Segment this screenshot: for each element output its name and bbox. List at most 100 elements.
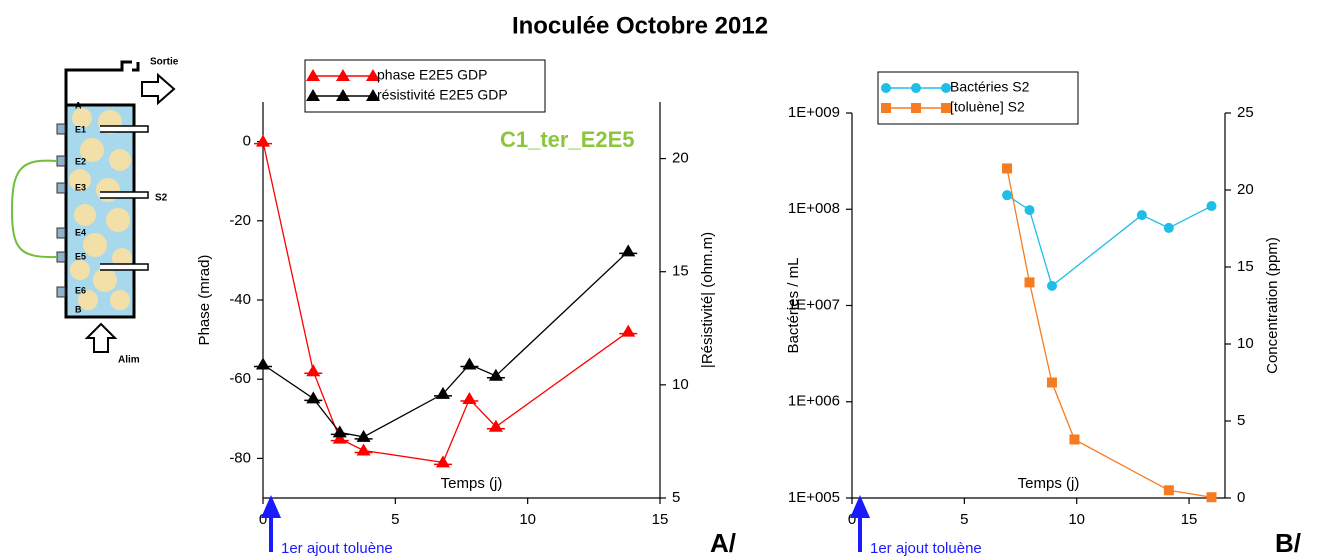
y2-tick-label: 15 bbox=[672, 263, 689, 280]
data-point bbox=[306, 391, 321, 404]
legend-label: phase E2E5 GDP bbox=[377, 67, 488, 83]
reactor-diagram bbox=[10, 60, 176, 353]
panel-label: B/ bbox=[1275, 528, 1301, 558]
data-point bbox=[1002, 190, 1013, 201]
diagram-label: Sortie bbox=[150, 57, 179, 68]
data-point bbox=[1163, 222, 1174, 233]
x-tick-label: 5 bbox=[960, 511, 968, 528]
legend-marker bbox=[911, 83, 921, 93]
x-axis-label: Temps (j) bbox=[441, 475, 503, 492]
data-point bbox=[435, 455, 450, 468]
data-point bbox=[435, 386, 450, 399]
event-arrow bbox=[849, 495, 871, 552]
diagram-label: S2 bbox=[155, 193, 168, 204]
diagram-label: E6 bbox=[75, 285, 86, 295]
legend-marker bbox=[306, 89, 320, 101]
y-tick-label: 0 bbox=[243, 133, 251, 150]
annotation: C1_ter_E2E5 bbox=[500, 127, 635, 152]
data-point bbox=[462, 392, 477, 404]
x-tick-label: 15 bbox=[1181, 511, 1198, 528]
data-point bbox=[1024, 277, 1035, 288]
legend-marker bbox=[941, 103, 951, 113]
legend-marker bbox=[911, 103, 921, 113]
y2-tick-label: 20 bbox=[672, 150, 689, 167]
data-point bbox=[1069, 434, 1080, 445]
data-point bbox=[1024, 205, 1035, 216]
y2-tick-label: 5 bbox=[672, 489, 680, 506]
legend-marker bbox=[366, 89, 380, 101]
event-arrow bbox=[260, 495, 282, 552]
y2-tick-label: 25 bbox=[1237, 104, 1254, 121]
y2-axis-label: |Résistivité| (ohm.m) bbox=[699, 232, 716, 368]
data-point bbox=[462, 357, 477, 370]
diagram-label: E5 bbox=[75, 251, 86, 261]
data-point bbox=[356, 443, 371, 456]
x-tick-label: 5 bbox=[391, 511, 399, 528]
data-point bbox=[1206, 201, 1217, 212]
y-axis-label: Phase (mrad) bbox=[196, 255, 213, 346]
y-tick-label: 1E+008 bbox=[788, 200, 840, 217]
x-tick-label: 15 bbox=[652, 511, 669, 528]
diagram-label: A bbox=[75, 100, 82, 110]
data-point bbox=[1002, 163, 1013, 174]
y-axis-label: Bactéries / mL bbox=[785, 258, 802, 354]
y-tick-label: 1E+007 bbox=[788, 296, 840, 313]
legend-marker bbox=[336, 89, 350, 101]
data-point bbox=[256, 134, 270, 147]
y-tick-label: -80 bbox=[229, 449, 251, 466]
legend-marker bbox=[306, 69, 320, 81]
legend-label: Bactéries S2 bbox=[950, 79, 1030, 95]
arrow-label: 1er ajout toluène bbox=[870, 540, 982, 557]
series-line bbox=[1006, 168, 1212, 498]
data-point bbox=[1046, 280, 1057, 291]
legend-label: résistivité E2E5 GDP bbox=[377, 87, 508, 103]
data-point bbox=[488, 419, 503, 432]
series-line bbox=[262, 250, 629, 438]
x-tick-label: 10 bbox=[1068, 511, 1085, 528]
x-axis-label: Temps (j) bbox=[1018, 475, 1080, 492]
data-point bbox=[332, 431, 347, 444]
data-point bbox=[488, 368, 503, 381]
data-point bbox=[306, 364, 321, 377]
diagram-label: E2 bbox=[75, 156, 86, 166]
page-title: Inoculée Octobre 2012 bbox=[512, 12, 768, 39]
x-tick-label: 0 bbox=[848, 511, 856, 528]
legend-box bbox=[304, 59, 546, 113]
data-point bbox=[1163, 485, 1174, 496]
legend-marker bbox=[941, 83, 951, 93]
data-point bbox=[621, 244, 636, 257]
legend-box bbox=[877, 71, 1079, 125]
series-line bbox=[1006, 194, 1212, 287]
y-tick-label: 1E+005 bbox=[788, 489, 840, 506]
panel-label: A/ bbox=[710, 528, 736, 558]
y-tick-label: -40 bbox=[229, 291, 251, 308]
arrow-label: 1er ajout toluène bbox=[281, 540, 393, 557]
diagram-label: Alim bbox=[118, 355, 140, 366]
diagram-label: E1 bbox=[75, 124, 86, 134]
series-line bbox=[262, 141, 629, 464]
y2-tick-label: 20 bbox=[1237, 181, 1254, 198]
x-tick-label: 0 bbox=[259, 511, 267, 528]
data-point bbox=[256, 357, 270, 370]
data-point bbox=[1046, 377, 1057, 388]
data-point bbox=[356, 429, 371, 442]
y-tick-label: 1E+009 bbox=[788, 104, 840, 121]
diagram-label: E3 bbox=[75, 182, 86, 192]
legend-label: [toluène] S2 bbox=[950, 99, 1025, 115]
data-point bbox=[332, 425, 347, 438]
data-point bbox=[1136, 210, 1147, 221]
y2-tick-label: 10 bbox=[672, 376, 689, 393]
data-point bbox=[621, 324, 636, 337]
y2-tick-label: 5 bbox=[1237, 412, 1245, 429]
diagram-label: E4 bbox=[75, 227, 86, 237]
y-tick-label: -60 bbox=[229, 370, 251, 387]
legend-marker bbox=[366, 69, 380, 81]
y2-tick-label: 0 bbox=[1237, 489, 1245, 506]
y2-axis-label: Concentration (ppm) bbox=[1264, 237, 1281, 374]
legend-marker bbox=[336, 69, 350, 81]
y-tick-label: -20 bbox=[229, 212, 251, 229]
y2-tick-label: 15 bbox=[1237, 258, 1254, 275]
data-point bbox=[1206, 492, 1217, 503]
diagram-label: B bbox=[75, 304, 82, 314]
